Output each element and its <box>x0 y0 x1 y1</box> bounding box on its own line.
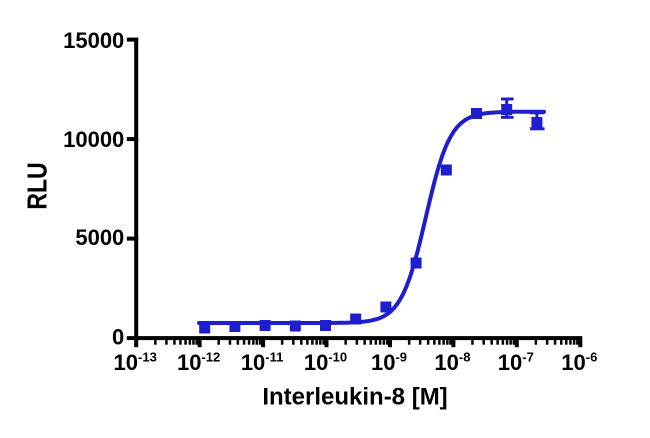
svg-text:15000: 15000 <box>63 28 124 53</box>
svg-text:10-10: 10-10 <box>304 350 347 375</box>
svg-text:5000: 5000 <box>75 225 124 250</box>
svg-text:RLU: RLU <box>23 162 53 209</box>
svg-text:10-6: 10-6 <box>561 350 597 375</box>
svg-text:10000: 10000 <box>63 127 124 152</box>
svg-text:0: 0 <box>112 324 124 349</box>
svg-text:Interleukin-8 [M]: Interleukin-8 [M] <box>262 384 447 411</box>
